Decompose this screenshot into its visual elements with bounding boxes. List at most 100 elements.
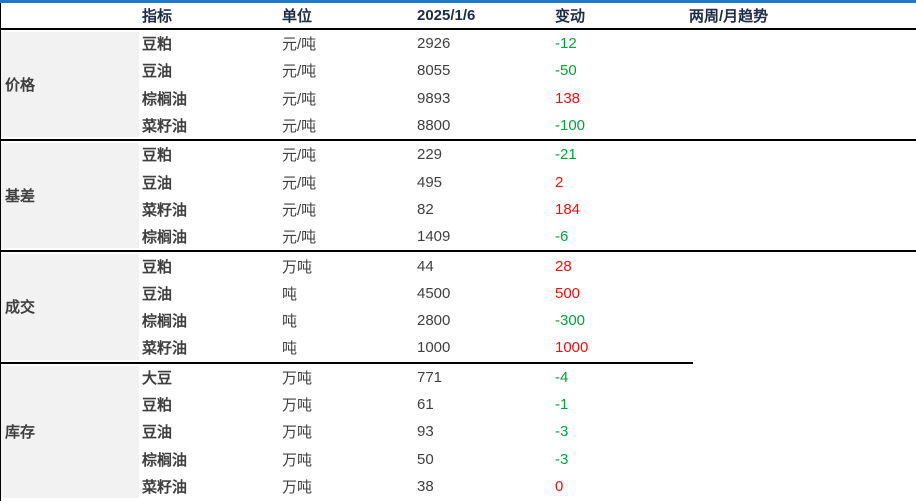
indicator-cell: 棕榈油 [142,451,188,469]
value-cell: 2926 [417,35,451,53]
indicator-cell: 豆粕 [142,258,173,276]
unit-cell: 万吨 [282,369,313,387]
indicator-cell: 豆粕 [142,147,173,165]
change-cell: 28 [555,257,572,275]
unit-cell: 元/吨 [282,147,317,165]
group-label-price: 价格 [1,32,139,138]
table-row: 棕榈油 元/吨 1409 -6 [1,223,916,250]
indicator-cell: 豆粕 [142,36,173,54]
change-cell: 2 [555,173,564,191]
group-label-inventory: 库存 [1,365,139,499]
value-cell: 82 [417,200,434,218]
table-row: 菜籽油 元/吨 8800 -100 [1,112,916,139]
header-change: 变动 [555,8,586,25]
value-cell: 44 [417,257,434,275]
value-cell: 8055 [417,62,451,80]
value-cell: 495 [417,173,443,191]
value-cell: 61 [417,396,434,413]
value-cell: 93 [417,423,434,441]
unit-cell: 元/吨 [282,201,317,219]
unit-cell: 元/吨 [282,36,317,54]
table: 指标 单位 2025/1/6 变动 两周/月趋势 价格 豆粕 元/吨 2926 … [0,3,916,501]
indicator-cell: 豆油 [142,285,173,303]
unit-cell: 元/吨 [282,90,317,108]
table-row: 豆油 元/吨 8055 -50 [1,57,916,84]
table-row: 棕榈油 吨 2800 -300 [1,307,916,334]
table-row: 豆油 元/吨 495 2 [1,168,916,195]
section-price: 价格 豆粕 元/吨 2926 -12 豆油 元/吨 8055 -50 棕榈油 元 [1,30,916,139]
change-cell: 184 [555,200,581,218]
change-cell: -12 [555,35,577,53]
section-volume: 成交 豆粕 万吨 44 28 豆油 吨 4500 500 棕榈油 吨 [1,250,916,361]
unit-cell: 吨 [282,313,298,331]
header-indicator: 指标 [142,8,173,25]
unit-cell: 万吨 [282,424,313,442]
unit-cell: 元/吨 [282,174,317,192]
indicator-cell: 大豆 [142,369,173,387]
indicator-cell: 棕榈油 [142,229,188,247]
table-row: 大豆 万吨 771 -4 [1,364,916,391]
unit-cell: 万吨 [282,397,313,414]
table-row: 豆粕 万吨 44 28 [1,252,916,279]
change-cell: 500 [555,284,581,302]
table-row: 菜籽油 万吨 38 0 [1,473,916,500]
unit-cell: 元/吨 [282,63,317,81]
change-cell: -100 [555,117,586,135]
indicator-cell: 豆粕 [142,397,173,414]
unit-cell: 吨 [282,285,298,303]
value-cell: 9893 [417,89,451,107]
indicator-cell: 豆油 [142,174,173,192]
section-basis: 基差 豆粕 元/吨 229 -21 豆油 元/吨 495 2 菜籽油 元/吨 [1,139,916,250]
indicator-cell: 菜籽油 [142,201,188,219]
unit-cell: 元/吨 [282,118,317,136]
indicator-cell: 棕榈油 [142,313,188,331]
header-date: 2025/1/6 [417,7,476,24]
change-cell: 0 [555,477,564,495]
change-cell: -3 [555,450,569,468]
indicator-cell: 棕榈油 [142,90,188,108]
change-cell: -300 [555,312,586,330]
indicator-cell: 豆油 [142,424,173,442]
value-cell: 50 [417,450,434,468]
group-label-volume: 成交 [1,254,139,360]
indicator-cell: 菜籽油 [142,118,188,136]
value-cell: 1000 [417,339,451,357]
header-unit: 单位 [282,8,313,25]
change-cell: -3 [555,423,569,441]
indicator-cell: 菜籽油 [142,340,188,358]
change-cell: -21 [555,146,577,164]
top-accent-bar [0,0,916,3]
value-cell: 1409 [417,228,451,246]
value-cell: 4500 [417,284,451,302]
table-row: 棕榈油 万吨 50 -3 [1,445,916,472]
header-trend: 两周/月趋势 [689,8,769,25]
unit-cell: 元/吨 [282,229,317,247]
value-cell: 229 [417,146,443,164]
table-row: 豆粕 万吨 61 -1 [1,391,916,418]
partial-divider [1,361,693,364]
section-inventory: 库存 大豆 万吨 771 -4 豆粕 万吨 61 -1 豆油 万吨 [1,364,916,500]
table-row: 菜籽油 吨 1000 1000 [1,334,916,361]
change-cell: 138 [555,89,581,107]
change-cell: -6 [555,228,569,246]
table-row: 豆油 吨 4500 500 [1,280,916,307]
indicator-cell: 菜籽油 [142,478,188,496]
table-row: 豆粕 元/吨 2926 -12 [1,30,916,57]
table-header-row: 指标 单位 2025/1/6 变动 两周/月趋势 [1,3,916,30]
value-cell: 8800 [417,117,451,135]
table-row: 菜籽油 元/吨 82 184 [1,196,916,223]
table-row: 豆粕 元/吨 229 -21 [1,141,916,168]
unit-cell: 万吨 [282,258,313,276]
change-cell: 1000 [555,339,589,357]
change-cell: -1 [555,396,569,413]
change-cell: -4 [555,368,569,386]
value-cell: 2800 [417,312,451,330]
table-row: 棕榈油 元/吨 9893 138 [1,85,916,112]
value-cell: 38 [417,477,434,495]
indicator-cell: 豆油 [142,63,173,81]
change-cell: -50 [555,62,577,80]
group-label-basis: 基差 [1,143,139,249]
unit-cell: 万吨 [282,451,313,469]
value-cell: 771 [417,368,443,386]
